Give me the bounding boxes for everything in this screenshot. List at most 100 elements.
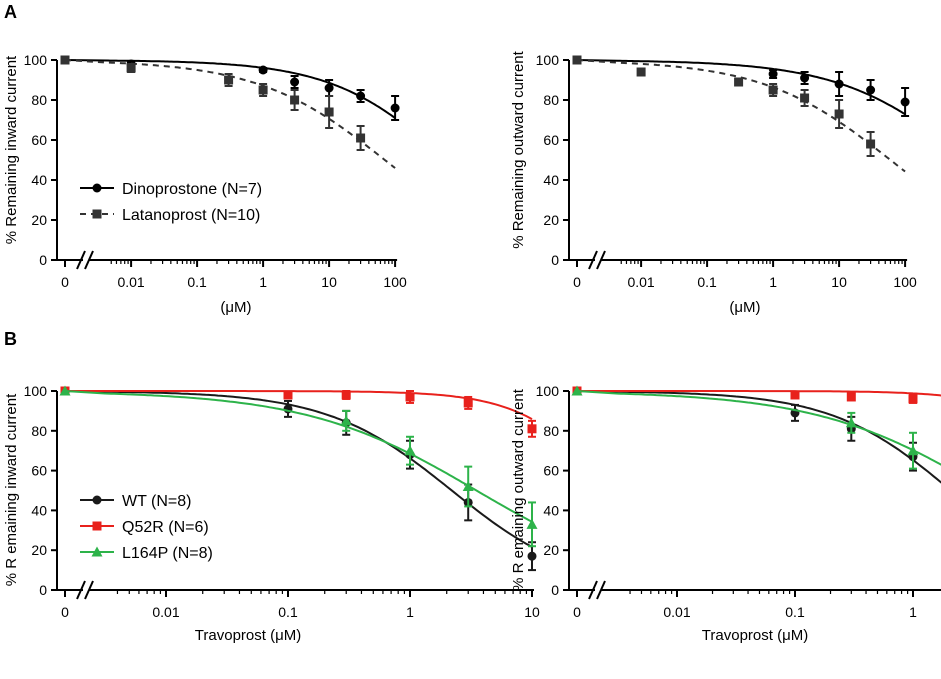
chart-b-outward: 0 20 40 60 80 100 0 0.01 0.1 1 10 Travoprost (μM) % … (510, 383, 941, 644)
data-point (390, 103, 400, 113)
x-tick-label: 0.1 (278, 604, 298, 620)
x-axis-label: (μM) (220, 299, 251, 316)
data-point (636, 67, 646, 77)
y-tick-label: 80 (543, 92, 559, 108)
series-1 (60, 386, 537, 438)
x-tick-label: 0.1 (697, 274, 717, 290)
data-point (907, 445, 919, 456)
y-tick-label: 60 (31, 132, 47, 148)
y-axis-label: % Remaining outward current (510, 50, 527, 248)
legend-marker (92, 209, 102, 219)
y-tick-label: 20 (543, 542, 559, 558)
panel-letter-b: B (4, 329, 17, 349)
data-point (800, 93, 810, 103)
fit-curve (64, 390, 533, 523)
axis-break-mark (76, 580, 86, 600)
series-1 (572, 55, 906, 173)
x-tick-label: 0 (573, 274, 581, 290)
axis-break-mark (588, 580, 598, 600)
y-tick-label: 60 (31, 463, 47, 479)
x-tick-label: 1 (769, 274, 777, 290)
x-tick-label: 0.01 (117, 274, 144, 290)
series-0 (60, 55, 400, 121)
data-point (60, 55, 70, 65)
x-tick-label: 10 (831, 274, 847, 290)
legend-marker (91, 546, 103, 557)
legend-label: Q52R (N=6) (122, 519, 209, 536)
x-tick-label: 0.1 (785, 604, 805, 620)
fit-curve (64, 59, 396, 119)
y-axis-label: % R emaining inward current (3, 393, 20, 586)
data-point (834, 109, 844, 119)
data-point (324, 83, 334, 93)
y-tick-label: 0 (551, 582, 559, 598)
x-tick-label: 1 (259, 274, 267, 290)
legend-marker (92, 495, 102, 505)
y-tick-label: 80 (31, 423, 47, 439)
data-point (341, 390, 351, 400)
data-point (356, 133, 366, 143)
fit-curve (576, 390, 941, 484)
x-tick-label: 0 (61, 604, 69, 620)
data-point (908, 394, 918, 404)
axis-break-mark (76, 250, 86, 270)
x-tick-label: 100 (383, 274, 407, 290)
data-point (845, 417, 857, 428)
series-0 (572, 386, 941, 484)
chart-b-inward: 0 20 40 60 80 100 0 0.01 0.1 1 10 Travoprost (μM) % … (3, 383, 540, 644)
y-tick-label: 0 (551, 252, 559, 268)
data-point (258, 85, 268, 95)
data-point (790, 390, 800, 400)
legend-label: WT (N=8) (122, 493, 191, 510)
data-point (59, 385, 71, 396)
legend-label: Dinoprostone (N=7) (122, 181, 262, 198)
x-tick-label: 10 (524, 604, 540, 620)
x-tick-label: 0.01 (663, 604, 690, 620)
y-tick-label: 60 (543, 463, 559, 479)
series-0 (572, 55, 910, 117)
data-point (572, 55, 582, 65)
fit-curve (64, 390, 533, 548)
axis-break-mark (84, 250, 94, 270)
data-point (768, 85, 778, 95)
y-tick-label: 100 (24, 383, 48, 399)
data-point (734, 77, 744, 87)
fit-curve (576, 59, 906, 173)
data-point (866, 85, 876, 95)
data-point (526, 518, 538, 529)
legend-label: Latanoprost (N=10) (122, 207, 260, 224)
legend-label: L164P (N=8) (122, 545, 213, 562)
x-tick-label: 10 (321, 274, 337, 290)
fit-curve (65, 390, 533, 420)
x-tick-label: 1 (406, 604, 414, 620)
y-tick-label: 100 (536, 383, 560, 399)
x-tick-label: 1 (909, 604, 917, 620)
y-tick-label: 40 (543, 502, 559, 518)
x-tick-label: 0 (61, 274, 69, 290)
data-point (768, 69, 778, 79)
data-point (290, 95, 300, 105)
data-point (571, 385, 583, 396)
y-tick-label: 20 (543, 212, 559, 228)
axis-break-mark (84, 580, 94, 600)
data-point (224, 75, 234, 85)
x-axis-label: Travoprost (μM) (195, 627, 301, 644)
data-point (258, 65, 268, 75)
data-point (800, 73, 810, 83)
y-axis-label: % Remaining inward current (3, 55, 20, 244)
data-point (356, 91, 366, 101)
data-point (866, 139, 876, 149)
y-tick-label: 0 (39, 582, 47, 598)
x-tick-label: 0 (573, 604, 581, 620)
y-tick-label: 100 (24, 52, 48, 68)
legend-marker (92, 521, 102, 531)
data-point (405, 392, 415, 402)
legend-marker (92, 183, 102, 193)
fit-curve (576, 59, 906, 116)
y-tick-label: 80 (543, 423, 559, 439)
chart-a-inward: 0 20 40 60 80 100 0 0.01 0.1 1 10 100 (μM) % Remainin… (3, 52, 407, 316)
series-2 (59, 385, 538, 548)
data-point (463, 398, 473, 408)
x-axis-label: Travoprost (μM) (702, 627, 808, 644)
